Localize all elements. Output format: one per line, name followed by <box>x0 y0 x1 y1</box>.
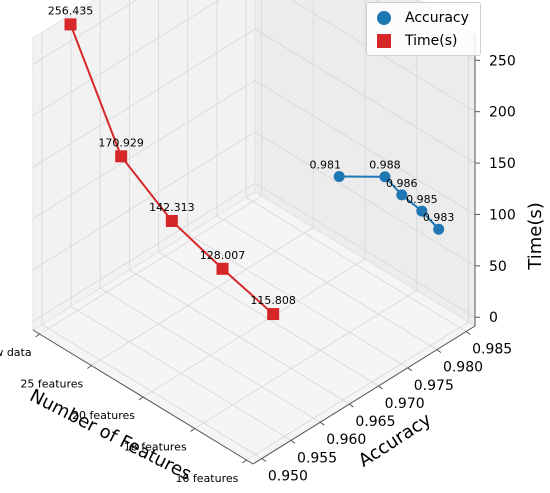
z-tick-label: 50 <box>489 259 507 275</box>
legend-item-accuracy: Accuracy <box>377 8 469 28</box>
y-tick-label: 0.980 <box>443 360 483 376</box>
x-tick-label: Raw data <box>0 346 32 359</box>
x-tick-mark <box>87 365 92 369</box>
y-tick-mark <box>290 439 296 444</box>
x-tick-mark <box>190 428 195 432</box>
grid-line <box>32 0 138 65</box>
grid-line <box>39 195 262 335</box>
grid-line <box>246 321 469 461</box>
accuracy-data-label: 0.981 <box>309 159 341 172</box>
time-data-label: 256.435 <box>48 4 94 17</box>
z-tick-label: 150 <box>489 156 516 172</box>
z-axis-title: Time(s) <box>525 202 546 270</box>
grid-line <box>216 215 438 351</box>
left-wall-pane <box>32 0 256 331</box>
grid-line <box>254 182 476 318</box>
circle-marker-icon <box>377 11 391 25</box>
time-point <box>115 150 128 163</box>
x-tick-label: 16 features <box>175 472 238 485</box>
z-tick-label: 0 <box>489 310 498 326</box>
data-series: 0.981 0.988 0.986 0.985 0.983 256.435 170.929 1… <box>48 4 455 321</box>
grid-line <box>245 197 467 332</box>
x-tick-mark <box>242 459 247 464</box>
grid-line <box>142 258 366 398</box>
time-data-label: 115.808 <box>250 294 296 307</box>
y-tick-label: 0.985 <box>472 342 512 358</box>
y-tick-label: 0.975 <box>414 378 454 394</box>
grid-line <box>32 131 256 271</box>
y-tick-mark <box>436 349 442 354</box>
z-tick-label: 100 <box>489 207 516 223</box>
accuracy-point <box>433 223 445 235</box>
grid-line <box>254 80 476 215</box>
grid-line <box>32 0 220 117</box>
y-tick-mark <box>261 458 267 462</box>
time-point <box>64 18 77 31</box>
grid-line <box>70 305 292 441</box>
y-tick-mark <box>407 367 413 372</box>
time-data-label: 170.929 <box>98 136 144 149</box>
z-tick-label: 200 <box>489 105 516 121</box>
grid-line <box>129 269 350 405</box>
grid-line <box>41 324 263 459</box>
y-tick-mark <box>319 421 325 426</box>
square-marker-icon <box>377 34 391 48</box>
y-tick-label: 0.970 <box>385 396 425 412</box>
grid-line <box>290 0 476 113</box>
legend: Accuracy Time(s) <box>366 2 481 56</box>
accuracy-point <box>416 205 428 217</box>
grid-line <box>100 287 321 423</box>
grid-line <box>254 131 476 267</box>
x-tick-label: 20 features <box>72 409 135 422</box>
time-data-label: 142.313 <box>149 201 195 214</box>
x-tick-mark <box>35 333 40 338</box>
y-tick-label: 0.955 <box>297 450 337 466</box>
grid-line <box>91 227 314 366</box>
x-tick-mark <box>138 396 144 401</box>
legend-item-time: Time(s) <box>377 31 457 51</box>
grid-line <box>32 28 256 168</box>
z-tick-label: 250 <box>489 53 516 69</box>
axis-panes <box>32 0 476 465</box>
accuracy-point <box>379 171 391 183</box>
grid-line <box>194 290 417 429</box>
time-point <box>267 308 280 321</box>
y-tick-label: 0.960 <box>326 432 366 448</box>
y-tick-mark <box>465 331 471 335</box>
grid-line <box>254 28 476 164</box>
tick-labels: Raw data 25 features 20 features 18 feature… <box>0 53 516 485</box>
time-point <box>165 215 178 228</box>
time-data-label: 128.007 <box>200 249 246 262</box>
accuracy-point <box>396 189 408 201</box>
x-tick-label: 18 features <box>124 440 187 453</box>
y-axis-line <box>252 325 476 465</box>
legend-label-time: Time(s) <box>405 33 458 49</box>
y-tick-label: 0.965 <box>355 414 395 430</box>
y-tick-mark <box>349 403 354 408</box>
grid-line <box>187 233 408 369</box>
grid-line <box>32 182 256 322</box>
y-tick-mark <box>378 385 383 390</box>
accuracy-data-label: 0.985 <box>406 193 438 206</box>
accuracy-data-label: 0.983 <box>423 211 455 224</box>
y-tick-label: 0.950 <box>268 468 308 484</box>
accuracy-data-label: 0.988 <box>369 159 401 172</box>
accuracy-data-label: 0.986 <box>386 177 418 190</box>
x-tick-label: 25 features <box>20 378 83 391</box>
accuracy-point <box>333 171 345 183</box>
legend-label-accuracy: Accuracy <box>405 10 469 26</box>
time-point <box>216 262 229 275</box>
grid-line <box>32 80 256 219</box>
